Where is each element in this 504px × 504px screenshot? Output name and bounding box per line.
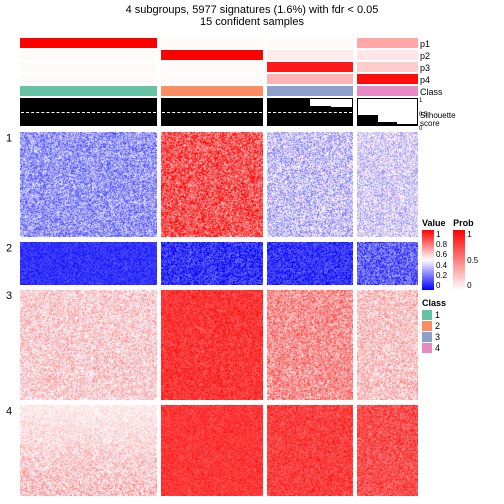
heatmap-cell (161, 132, 263, 237)
legend-colorbar-prob (453, 230, 465, 290)
heatmap-cell (357, 290, 418, 400)
heatmap-cell (267, 405, 353, 496)
legend-title-class: Class (422, 298, 502, 308)
prob-cell (161, 74, 263, 84)
heatmap-row-label: 3 (6, 290, 12, 400)
legend-swatch: 3 (422, 332, 502, 342)
heatmap-cell (161, 405, 263, 496)
plot-area: p1p2p3p4ClassSilhouette score10.501234 (20, 38, 418, 500)
legend-swatch: 4 (422, 343, 502, 353)
legend-colorbar-value (422, 230, 434, 290)
heatmap-cell (161, 290, 263, 400)
heatmap-cell (161, 242, 263, 285)
prob-cell (161, 50, 263, 60)
heatmap-row-label: 2 (6, 242, 12, 285)
prob-cell (20, 62, 157, 72)
legend-swatch: 2 (422, 321, 502, 331)
prob-cell (20, 38, 157, 48)
chart-subtitle: 15 confident samples (0, 16, 504, 28)
legend-title-value: Value (422, 218, 447, 228)
legend-title-prob: Prob (453, 218, 478, 228)
heatmap-row-label: 4 (6, 405, 12, 496)
prob-cell (161, 62, 263, 72)
class-cell (161, 86, 263, 96)
heatmap-cell (20, 242, 157, 285)
prob-cell (357, 38, 418, 48)
prob-cell (267, 62, 353, 72)
prob-cell (357, 50, 418, 60)
heatmap-cell (20, 290, 157, 400)
prob-cell (267, 50, 353, 60)
legend-area: Value10.80.60.40.20Prob10.50Class1234 (422, 38, 502, 500)
silhouette-bar (358, 115, 378, 125)
prob-cell (161, 38, 263, 48)
silhouette-bar (397, 124, 417, 125)
prob-cell (357, 62, 418, 72)
heatmap-cell (357, 242, 418, 285)
silhouette-bar (378, 122, 398, 125)
heatmap-cell (20, 132, 157, 237)
prob-cell (20, 74, 157, 84)
silhouette-bar (331, 107, 352, 125)
class-cell (20, 86, 157, 96)
heatmap-cell (267, 242, 353, 285)
legend-swatch: 1 (422, 310, 502, 320)
heatmap-cell (357, 132, 418, 237)
heatmap-cell (267, 132, 353, 237)
chart-title: 4 subgroups, 5977 signatures (1.6%) with… (0, 0, 504, 16)
prob-cell (267, 74, 353, 84)
heatmap-cell (267, 290, 353, 400)
class-cell (267, 86, 353, 96)
prob-cell (20, 50, 157, 60)
prob-cell (267, 38, 353, 48)
heatmap-cell (20, 405, 157, 496)
heatmap-cell (357, 405, 418, 496)
prob-cell (357, 74, 418, 84)
heatmap-row-label: 1 (6, 132, 12, 237)
silhouette-bar (310, 106, 331, 126)
class-cell (357, 86, 418, 96)
